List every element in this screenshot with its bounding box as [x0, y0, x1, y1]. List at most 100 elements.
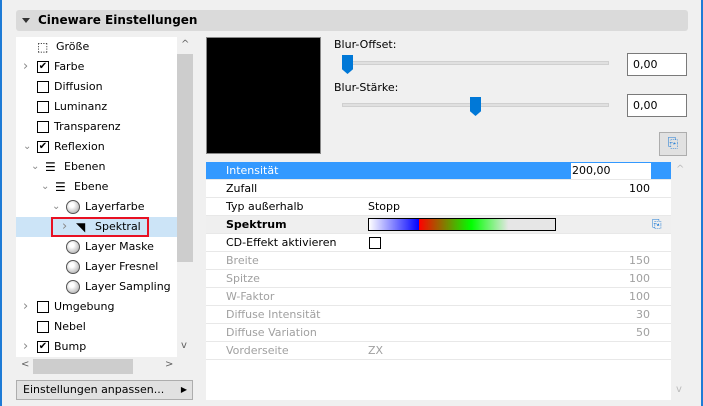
tree-hscroll-thumb[interactable] — [33, 359, 133, 374]
property-name: Intensität — [226, 164, 279, 177]
blur-offset-slider-track[interactable] — [342, 61, 609, 65]
property-row[interactable]: Diffuse Variation 50 — [206, 324, 671, 342]
export-icon: ⎘ — [667, 136, 679, 151]
property-row[interactable]: Vorderseite ZX — [206, 342, 671, 360]
property-row[interactable]: Diffuse Intensität 30 — [206, 306, 671, 324]
tree-item[interactable]: Layer Sampling — [16, 277, 177, 297]
layers-icon: ☰ — [55, 180, 66, 194]
tree-item[interactable]: ⌄ Layerfarbe — [16, 197, 177, 217]
scroll-up-icon[interactable]: ^ — [676, 164, 685, 175]
property-value[interactable]: 100 — [629, 182, 650, 195]
chevron-right-icon[interactable]: › — [23, 339, 29, 354]
property-value[interactable]: 100 — [629, 290, 650, 303]
property-row[interactable]: Spektrum ⎘ — [206, 216, 671, 234]
tree-item-label: Layer Maske — [85, 240, 154, 253]
property-name: Zufall — [226, 182, 258, 195]
scroll-up-icon[interactable]: ^ — [181, 39, 190, 50]
blur-offset-slider-thumb[interactable] — [342, 55, 353, 74]
blur-offset-input[interactable]: 0,00 — [627, 53, 687, 76]
tree-item[interactable]: ⬚ Größe — [16, 37, 177, 57]
tree-item[interactable]: Nebel — [16, 317, 177, 337]
cd-effect-checkbox[interactable] — [369, 237, 381, 249]
property-name: W-Faktor — [226, 290, 275, 303]
tree-scroll-thumb[interactable] — [177, 54, 193, 262]
tree-item-label: Farbe — [54, 60, 85, 73]
scroll-down-icon[interactable]: v — [676, 384, 682, 395]
tree-item[interactable]: › ✔ Bump — [16, 337, 177, 357]
chevron-down-icon[interactable]: ⌄ — [52, 201, 61, 212]
tree-item[interactable]: › ◥ Spektral — [16, 217, 177, 237]
property-name: Breite — [226, 254, 259, 267]
chevron-down-icon[interactable]: ⌄ — [23, 141, 32, 152]
import-spectrum-icon[interactable]: ⎘ — [652, 217, 662, 231]
tree-item-label: Layer Sampling — [85, 280, 171, 293]
tree-item-label: Nebel — [54, 320, 86, 333]
checkbox[interactable] — [37, 121, 49, 133]
tree-item[interactable]: Layer Maske — [16, 237, 177, 257]
checkbox[interactable] — [37, 81, 49, 93]
sphere-icon — [66, 260, 80, 274]
tree-item-label: Spektral — [95, 220, 141, 233]
tree-item-label: Ebene — [74, 180, 109, 193]
chevron-right-icon[interactable]: › — [62, 219, 68, 234]
property-value[interactable]: 150 — [629, 254, 650, 267]
property-row[interactable]: Spitze 100 — [206, 270, 671, 288]
chevron-right-icon[interactable]: › — [23, 299, 29, 314]
checkbox[interactable] — [37, 301, 49, 313]
checkbox[interactable]: ✔ — [37, 141, 49, 153]
tree-item-label: Luminanz — [54, 100, 108, 113]
checkbox[interactable]: ✔ — [37, 341, 49, 353]
tree-item-label: Diffusion — [54, 80, 103, 93]
window-border — [701, 0, 703, 406]
property-row[interactable]: Intensität 200,00 — [206, 162, 671, 180]
tree-item-label: Layerfarbe — [85, 200, 145, 213]
chevron-down-icon[interactable]: ⌄ — [41, 181, 50, 192]
tree-item[interactable]: Diffusion — [16, 77, 177, 97]
tree-item[interactable]: › ✔ Farbe — [16, 57, 177, 77]
property-row[interactable]: Typ außerhalb Stopp — [206, 198, 671, 216]
sphere-icon — [66, 280, 80, 294]
blur-strength-input[interactable]: 0,00 — [627, 94, 687, 117]
tree-item[interactable]: ⌄ ☰ Ebenen — [16, 157, 177, 177]
intensity-input[interactable]: 200,00 — [571, 163, 651, 179]
property-value[interactable]: 100 — [629, 272, 650, 285]
property-name: Diffuse Variation — [226, 326, 317, 339]
tree-item[interactable]: ⌄ ☰ Ebene — [16, 177, 177, 197]
customize-settings-button[interactable]: Einstellungen anpassen... ▶ — [16, 380, 193, 400]
checkbox[interactable] — [37, 101, 49, 113]
scroll-down-icon[interactable]: v — [181, 340, 187, 351]
tree-item-label: Umgebung — [54, 300, 115, 313]
tree-item[interactable]: Luminanz — [16, 97, 177, 117]
scroll-left-icon[interactable]: < — [21, 359, 30, 370]
tree-item[interactable]: Layer Fresnel — [16, 257, 177, 277]
tree-item-label: Ebenen — [64, 160, 106, 173]
blur-strength-label: Blur-Stärke: — [334, 81, 399, 94]
export-settings-button[interactable]: ⎘ — [659, 132, 687, 156]
tree-item[interactable]: ⌄ ✔ Reflexion — [16, 137, 177, 157]
chevron-down-icon[interactable]: ⌄ — [31, 161, 40, 172]
section-header[interactable]: Cineware Einstellungen — [16, 10, 688, 31]
property-value[interactable]: 50 — [636, 326, 650, 339]
scroll-right-icon[interactable]: > — [165, 359, 174, 370]
property-row[interactable]: Breite 150 — [206, 252, 671, 270]
table-scrollbar[interactable]: ^ v — [671, 162, 688, 400]
property-row[interactable]: W-Faktor 100 — [206, 288, 671, 306]
property-name: CD-Effekt aktivieren — [226, 236, 337, 249]
tree-item[interactable]: Transparenz — [16, 117, 177, 137]
property-row[interactable]: CD-Effekt aktivieren — [206, 234, 671, 252]
chevron-right-icon[interactable]: › — [23, 59, 29, 74]
spectrum-gradient-editor[interactable] — [368, 218, 556, 231]
property-name: Spektrum — [226, 218, 287, 231]
blur-offset-label: Blur-Offset: — [334, 38, 397, 51]
tree-item[interactable]: › Umgebung — [16, 297, 177, 317]
property-value[interactable]: ZX — [368, 344, 384, 357]
property-row[interactable]: Zufall 100 — [206, 180, 671, 198]
blur-strength-slider-thumb[interactable] — [470, 97, 481, 116]
checkbox[interactable]: ✔ — [37, 61, 49, 73]
property-value[interactable]: Stopp — [368, 200, 400, 213]
property-value[interactable]: 30 — [636, 308, 650, 321]
sphere-icon — [66, 240, 80, 254]
button-label: Einstellungen anpassen... — [23, 383, 165, 396]
tree-item-label: Bump — [54, 340, 87, 353]
checkbox[interactable] — [37, 321, 49, 333]
